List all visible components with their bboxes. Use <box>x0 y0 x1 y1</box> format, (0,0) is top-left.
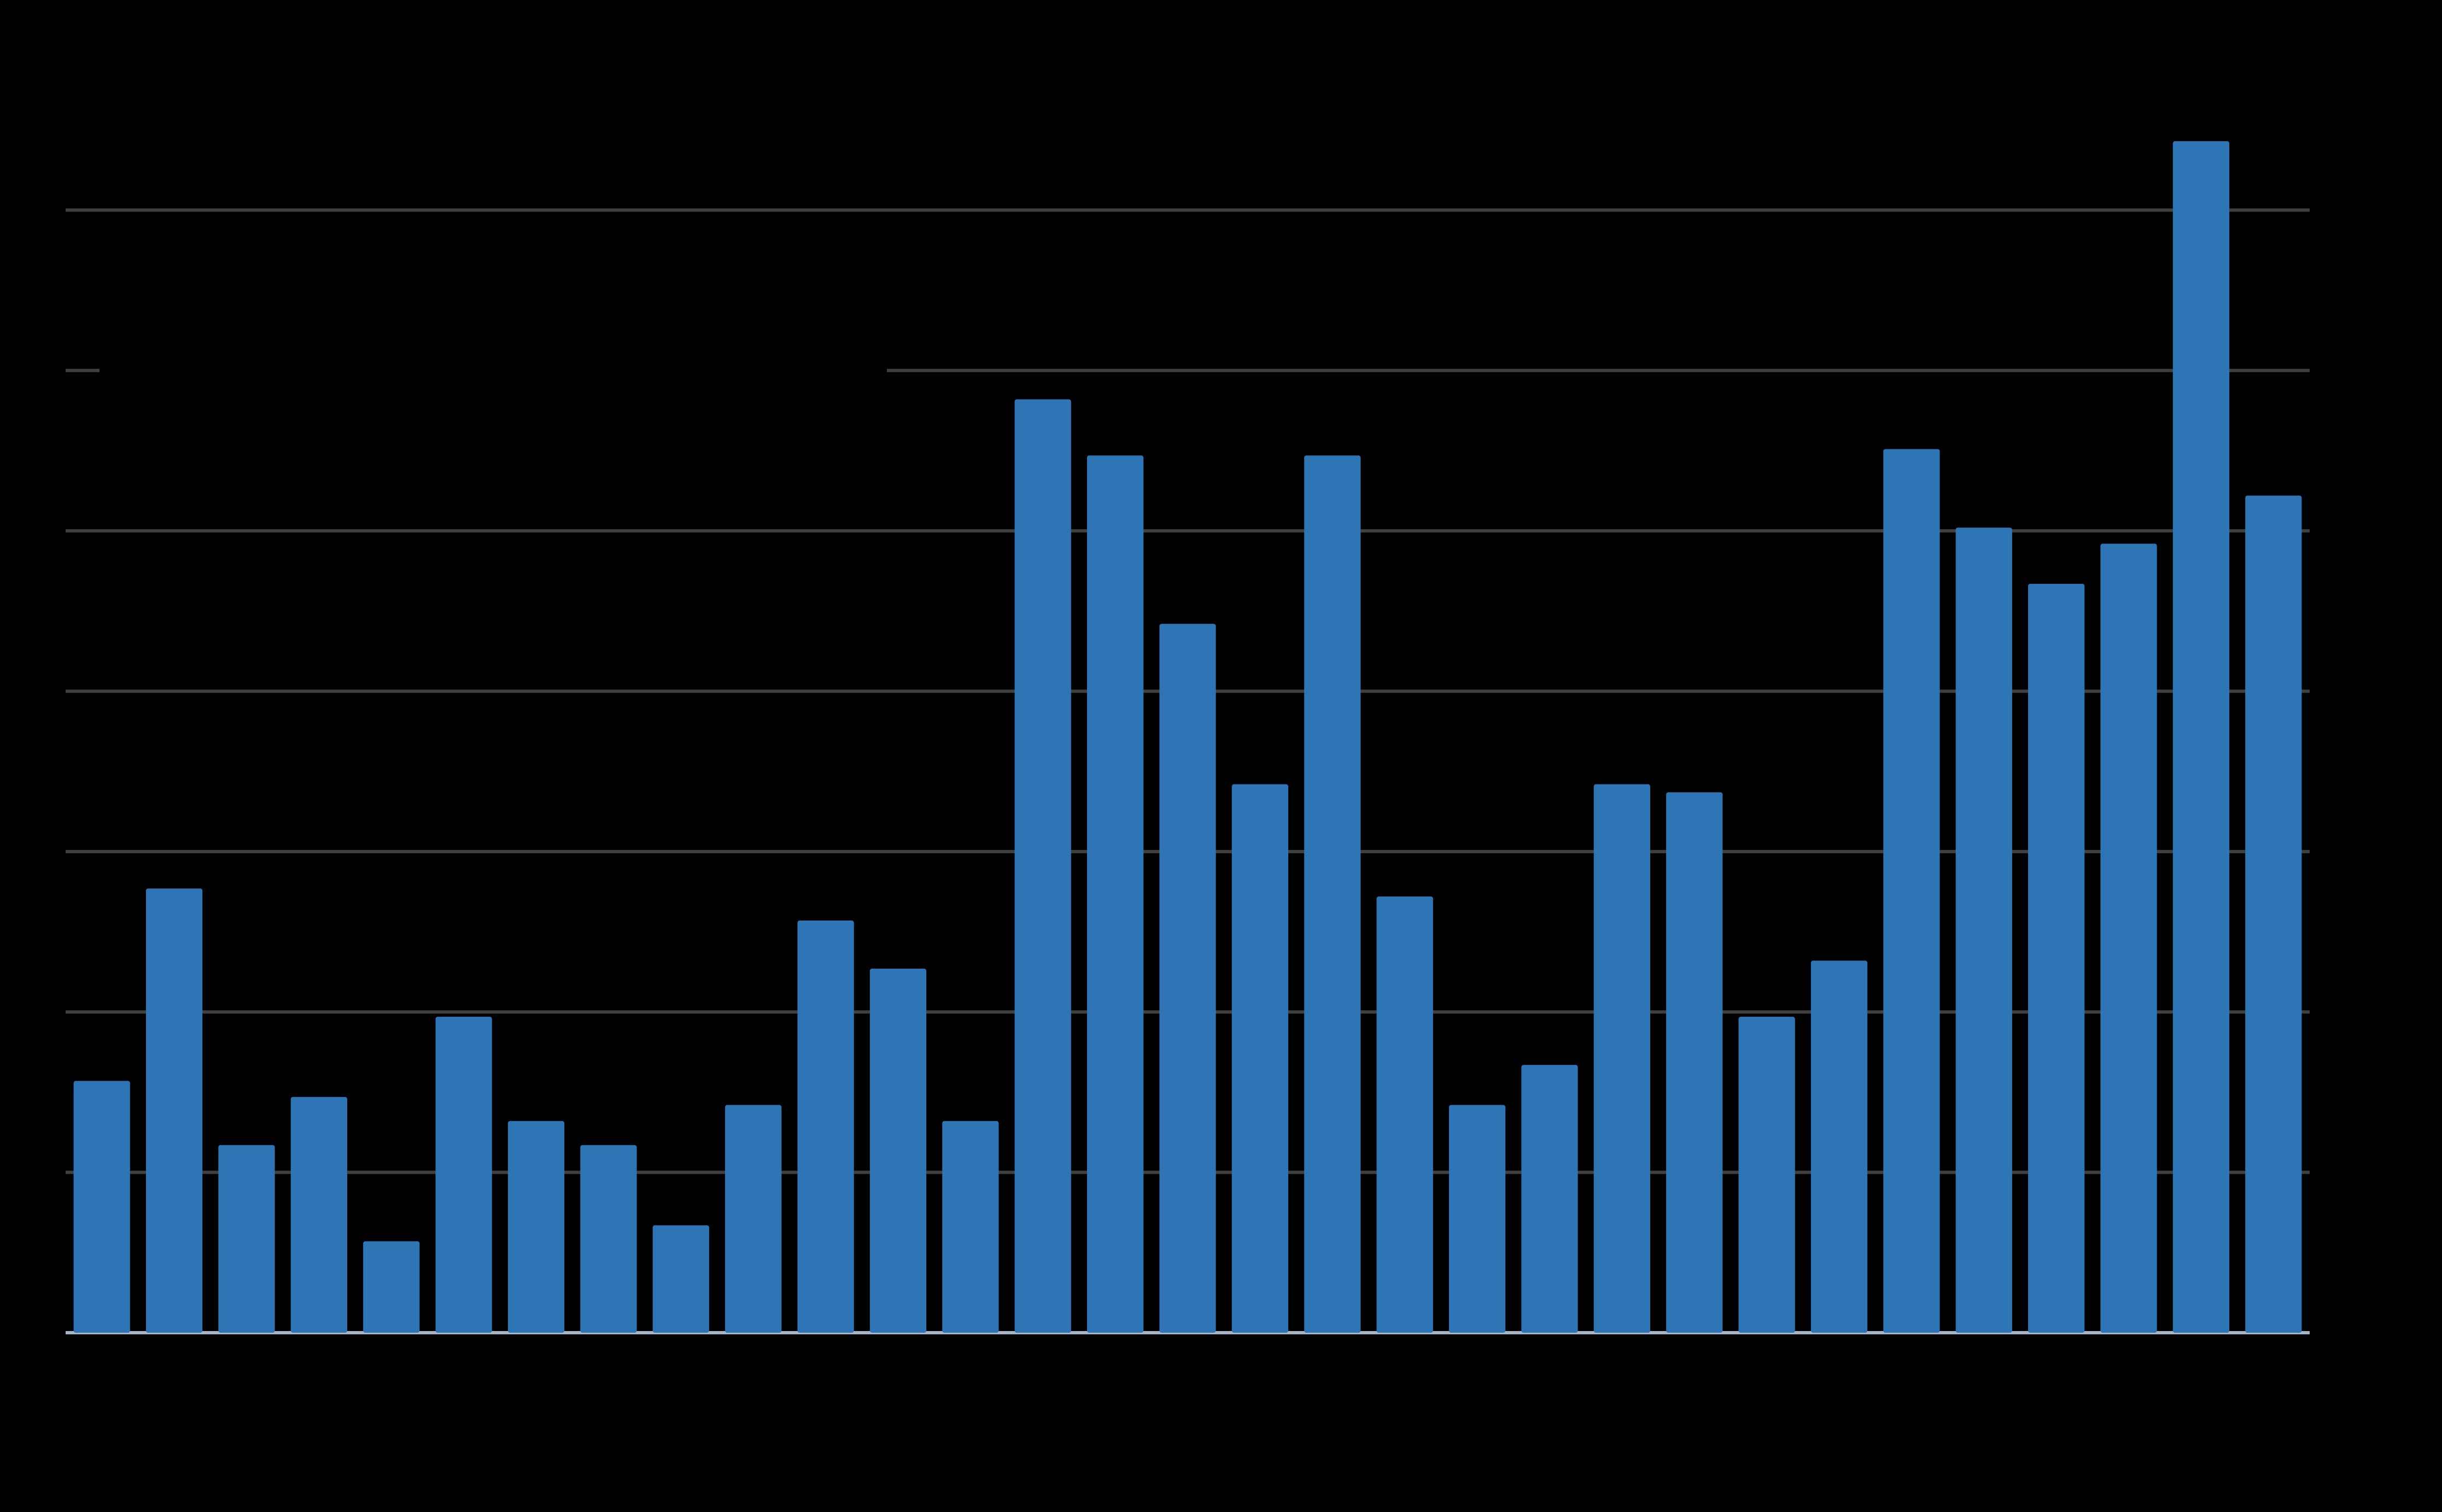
bar <box>218 1145 275 1333</box>
bar <box>725 1105 782 1333</box>
y-tick-label: 1 <box>43 1159 55 1183</box>
bar <box>1593 784 1650 1333</box>
y-tick-label: 6 <box>43 357 55 381</box>
bar <box>869 969 927 1333</box>
bar <box>2172 141 2230 1333</box>
bar <box>2028 583 2085 1333</box>
y-tick-label: 4 <box>43 678 55 702</box>
bar <box>1159 624 1216 1333</box>
bar <box>942 1121 999 1333</box>
bar <box>507 1121 565 1333</box>
bar <box>2245 495 2302 1333</box>
bars <box>73 141 2302 1333</box>
bar <box>1666 792 1723 1333</box>
y-tick-label: 2 <box>43 999 55 1023</box>
bar <box>1086 455 1144 1333</box>
bar <box>1955 528 2012 1333</box>
y-tick-label: 5 <box>43 518 55 542</box>
bar <box>290 1097 347 1333</box>
bar <box>1231 784 1289 1333</box>
bar <box>1521 1065 1578 1333</box>
y-tick-label: 3 <box>43 838 55 862</box>
legend-box <box>100 323 887 432</box>
bar <box>73 1081 130 1333</box>
y-tick-label: 7 <box>43 197 55 221</box>
bar <box>652 1225 709 1333</box>
bar <box>1376 896 1433 1333</box>
bar <box>797 921 854 1333</box>
y-tick-label: 0 <box>43 1320 55 1344</box>
bar <box>145 888 203 1333</box>
bar <box>1810 960 1868 1333</box>
bar <box>1014 399 1071 1333</box>
bar <box>1304 455 1361 1333</box>
bar <box>363 1241 420 1333</box>
bar <box>435 1017 492 1333</box>
bar <box>2100 543 2157 1333</box>
bar <box>1738 1017 1795 1333</box>
bar <box>1448 1105 1506 1333</box>
bar <box>1883 449 1940 1333</box>
bar <box>580 1145 637 1333</box>
